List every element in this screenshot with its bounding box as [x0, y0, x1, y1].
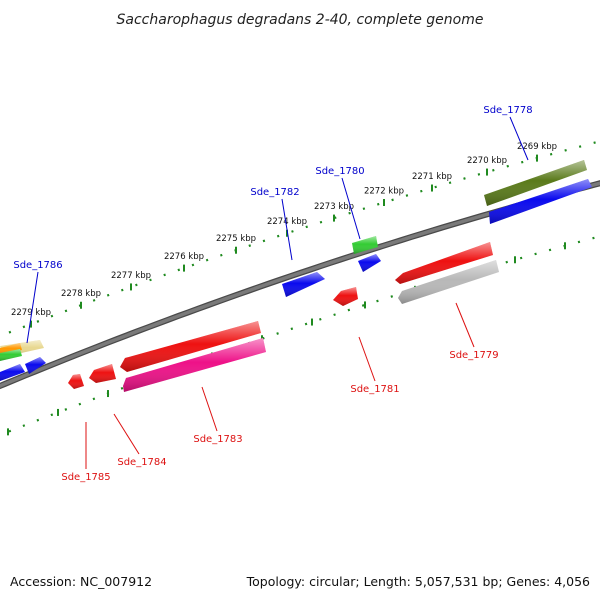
leader-line [281, 198, 293, 261]
gene-label-text[interactable]: Sde_1785 [61, 472, 110, 483]
ruler-tick-label: 2269 kbp [517, 142, 557, 152]
feature-sde-1781-band [395, 242, 493, 284]
feature-sde-1781 [333, 287, 358, 306]
ruler-tick-label: 2276 kbp [164, 252, 204, 262]
feature-sde-1778-band [484, 160, 587, 206]
feature-sde-1786-b [25, 357, 46, 374]
feature-sde-1778 [489, 179, 592, 224]
ruler-tick-label: 2275 kbp [216, 234, 256, 244]
leader-line [358, 336, 376, 382]
upper-ruler-arc [0, 140, 600, 338]
gene-label-sde-1781[interactable]: Sde_1781 [350, 336, 400, 395]
leader-line [113, 413, 140, 455]
feature-sde-1785 [68, 374, 84, 389]
ruler-tick-label: 2278 kbp [61, 289, 101, 299]
gene-label-text[interactable]: Sde_1782 [250, 187, 299, 198]
gene-label-text[interactable]: Sde_1784 [117, 457, 166, 468]
leader-line [509, 116, 529, 161]
gene-label-sde-1786[interactable]: Sde_1786 [13, 260, 63, 344]
ruler-tick-label: 2272 kbp [364, 186, 404, 196]
ruler-tick-label: 2270 kbp [467, 156, 507, 166]
leader-line [26, 271, 39, 344]
gene-label-sde-1785[interactable]: Sde_1785 [61, 422, 111, 483]
gene-label-text[interactable]: Sde_1781 [350, 384, 399, 395]
gene-label-sde-1784[interactable]: Sde_1784 [113, 413, 167, 468]
ruler-tick-label: 2279 kbp [11, 308, 51, 318]
gene-labels: Sde_1778 Sde_1780 Sde_1782 Sde_1786 Sde_1779… [13, 105, 532, 483]
gene-label-sde-1782[interactable]: Sde_1782 [250, 187, 300, 261]
ruler-tick-label: 2271 kbp [412, 172, 452, 182]
map-title: Saccharophagus degradans 2-40, complete … [117, 12, 484, 28]
gene-label-text[interactable]: Sde_1786 [13, 260, 62, 271]
leader-line [455, 302, 475, 348]
gene-label-sde-1783[interactable]: Sde_1783 [193, 386, 243, 445]
gene-label-sde-1779[interactable]: Sde_1779 [449, 302, 499, 361]
gene-label-text[interactable]: Sde_1778 [483, 105, 532, 116]
gene-label-text[interactable]: Sde_1780 [315, 166, 364, 177]
genome-summary-text: Topology: circular; Length: 5,057,531 bp… [246, 574, 590, 589]
lower-ruler-arc [0, 235, 600, 437]
feature-sde-1783 [123, 338, 266, 392]
feature-sde-1783-band [120, 321, 261, 372]
feature-sde-1780 [352, 236, 378, 254]
feature-sde-1784 [89, 364, 116, 383]
accession-text: Accession: NC_007912 [10, 574, 152, 589]
gene-label-text[interactable]: Sde_1779 [449, 350, 498, 361]
feature-sde-1786-c [0, 364, 25, 381]
leader-line [201, 386, 218, 432]
ruler-tick-label: 2274 kbp [267, 217, 307, 227]
gene-label-text[interactable]: Sde_1783 [193, 434, 242, 445]
leader-line [341, 177, 361, 240]
feature-sde-1779 [398, 260, 499, 304]
gene-features [0, 160, 592, 392]
gene-label-sde-1780[interactable]: Sde_1780 [315, 166, 365, 240]
feature-sde-1780-b [358, 254, 381, 272]
ruler-tick-label: 2273 kbp [314, 202, 354, 212]
ruler-tick-label: 2277 kbp [111, 271, 151, 281]
gene-label-sde-1778[interactable]: Sde_1778 [483, 105, 533, 161]
feature-sde-1786-e [0, 349, 22, 361]
feature-sde-1782 [282, 272, 325, 297]
